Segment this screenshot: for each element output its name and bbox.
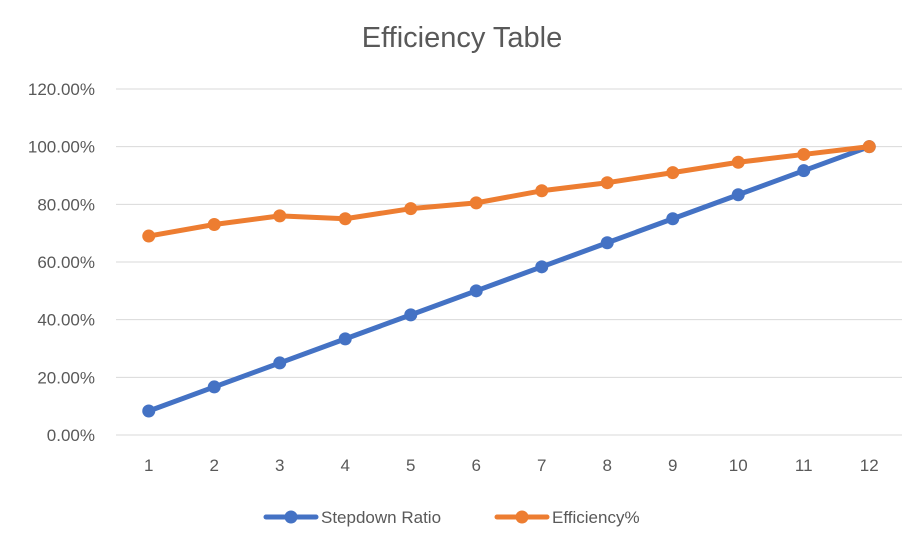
data-point <box>600 236 614 250</box>
data-point <box>273 356 287 370</box>
y-tick-label: 0.00% <box>47 426 95 445</box>
series-line <box>146 144 872 414</box>
data-point <box>207 380 221 394</box>
data-point <box>535 184 549 198</box>
legend-item: Efficiency% <box>494 508 640 527</box>
data-point <box>338 212 352 226</box>
y-tick-label: 40.00% <box>37 311 95 330</box>
data-point <box>469 284 483 298</box>
x-tick-label: 5 <box>406 456 415 475</box>
y-tick-label: 100.00% <box>28 138 95 157</box>
data-point <box>797 147 811 161</box>
data-point <box>273 209 287 223</box>
data-point <box>404 202 418 216</box>
series-2 <box>142 140 876 243</box>
legend-item: Stepdown Ratio <box>263 508 441 527</box>
data-point <box>404 308 418 322</box>
data-point <box>666 166 680 180</box>
data-point <box>797 164 811 178</box>
gridlines <box>116 88 902 436</box>
legend: Stepdown Ratio Efficiency% <box>263 508 640 527</box>
x-tick-label: 11 <box>795 456 813 475</box>
x-tick-label: 8 <box>603 456 612 475</box>
legend-swatch-marker <box>284 510 298 524</box>
data-point <box>338 332 352 346</box>
x-tick-label: 12 <box>860 456 879 475</box>
x-tick-label: 6 <box>472 456 481 475</box>
legend-label: Efficiency% <box>552 508 640 527</box>
y-tick-label: 80.00% <box>37 195 95 214</box>
data-point <box>600 176 614 190</box>
x-tick-label: 7 <box>537 456 546 475</box>
series-line <box>146 144 872 239</box>
x-axis-tick-labels: 1 2 3 4 5 6 7 8 9 10 11 12 <box>144 456 879 475</box>
y-tick-label: 60.00% <box>37 253 95 272</box>
y-tick-label: 120.00% <box>28 80 95 99</box>
y-tick-label: 20.00% <box>37 368 95 387</box>
data-point <box>142 404 156 418</box>
y-axis-tick-labels: 0.00% 20.00% 40.00% 60.00% 80.00% 100.00% 120.… <box>28 80 95 445</box>
series-lines <box>142 140 876 418</box>
legend-label: Stepdown Ratio <box>321 508 441 527</box>
legend-swatch-marker <box>515 510 529 524</box>
x-tick-label: 4 <box>341 456 350 475</box>
x-tick-label: 2 <box>210 456 219 475</box>
data-point <box>731 188 745 202</box>
x-tick-label: 10 <box>729 456 748 475</box>
x-tick-label: 3 <box>275 456 284 475</box>
data-point <box>731 155 745 169</box>
data-point <box>862 140 876 154</box>
data-point <box>207 218 221 232</box>
data-point <box>666 212 680 226</box>
data-point <box>535 260 549 274</box>
data-point <box>142 229 156 243</box>
series-1 <box>142 140 876 418</box>
data-point <box>469 196 483 210</box>
chart-title: Efficiency Table <box>362 22 562 54</box>
x-tick-label: 1 <box>144 456 153 475</box>
x-tick-label: 9 <box>668 456 677 475</box>
